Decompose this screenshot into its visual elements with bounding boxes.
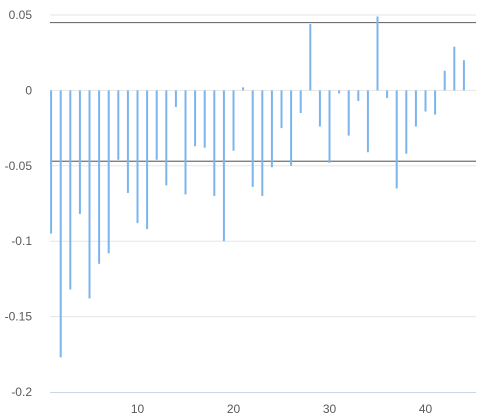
- bar-lag-18: [213, 90, 216, 196]
- bar-lag-22: [251, 90, 254, 187]
- y-tick-label: 0.05: [9, 8, 33, 22]
- bar-lag-7: [107, 90, 110, 254]
- bar-lag-30: [328, 90, 331, 163]
- bar-lag-28: [309, 24, 312, 91]
- bar-lag-24: [270, 90, 273, 168]
- bar-lag-12: [155, 90, 158, 160]
- bar-lag-16: [194, 90, 197, 147]
- bar-lag-23: [261, 90, 264, 196]
- bar-lag-39: [414, 90, 417, 127]
- bar-lag-29: [318, 90, 321, 127]
- bars: [50, 16, 465, 358]
- bar-lag-1: [50, 90, 53, 234]
- bar-lag-34: [366, 90, 369, 153]
- bar-lag-17: [203, 90, 206, 148]
- bar-lag-26: [290, 90, 293, 166]
- bar-lag-11: [146, 90, 149, 230]
- y-tick-label: -0.05: [5, 159, 33, 173]
- x-axis-labels: 10 20 30 40: [131, 402, 433, 416]
- bar-lag-33: [357, 90, 360, 101]
- y-tick-label: 0: [25, 83, 32, 97]
- bar-lag-19: [222, 90, 225, 242]
- bar-lag-15: [184, 90, 187, 195]
- bar-lag-41: [434, 90, 437, 115]
- y-axis-labels: 0.05 0 -0.05 -0.1 -0.15 -0.2: [5, 8, 33, 399]
- bar-lag-8: [117, 90, 120, 160]
- bar-lag-32: [347, 90, 350, 136]
- x-tick-label: 20: [227, 402, 241, 416]
- bar-lag-43: [453, 46, 456, 91]
- x-tick-label: 30: [323, 402, 337, 416]
- y-tick-label: -0.15: [5, 310, 33, 324]
- bar-lag-42: [443, 70, 446, 91]
- bar-lag-14: [174, 90, 177, 107]
- x-tick-label: 40: [419, 402, 433, 416]
- bar-lag-44: [462, 60, 465, 91]
- bar-lag-31: [338, 90, 341, 94]
- bar-lag-13: [165, 90, 168, 186]
- bar-lag-6: [98, 90, 101, 264]
- bar-lag-21: [242, 87, 245, 91]
- bar-lag-4: [78, 90, 81, 215]
- y-tick-label: -0.2: [11, 385, 32, 399]
- bar-lag-10: [136, 90, 139, 224]
- bar-lag-38: [405, 90, 408, 154]
- bar-lag-27: [299, 90, 302, 114]
- bar-lag-2: [59, 90, 62, 358]
- bar-lag-9: [126, 90, 129, 193]
- bar-lag-40: [424, 90, 427, 112]
- bar-lag-25: [280, 90, 283, 129]
- bar-lag-5: [88, 90, 91, 299]
- x-tick-label: 10: [131, 402, 145, 416]
- bar-lag-35: [376, 16, 379, 91]
- bar-lag-37: [395, 90, 398, 189]
- y-tick-label: -0.1: [11, 234, 32, 248]
- bar-lag-20: [232, 90, 235, 151]
- bar-lag-3: [69, 90, 72, 290]
- bar-lag-36: [386, 90, 389, 98]
